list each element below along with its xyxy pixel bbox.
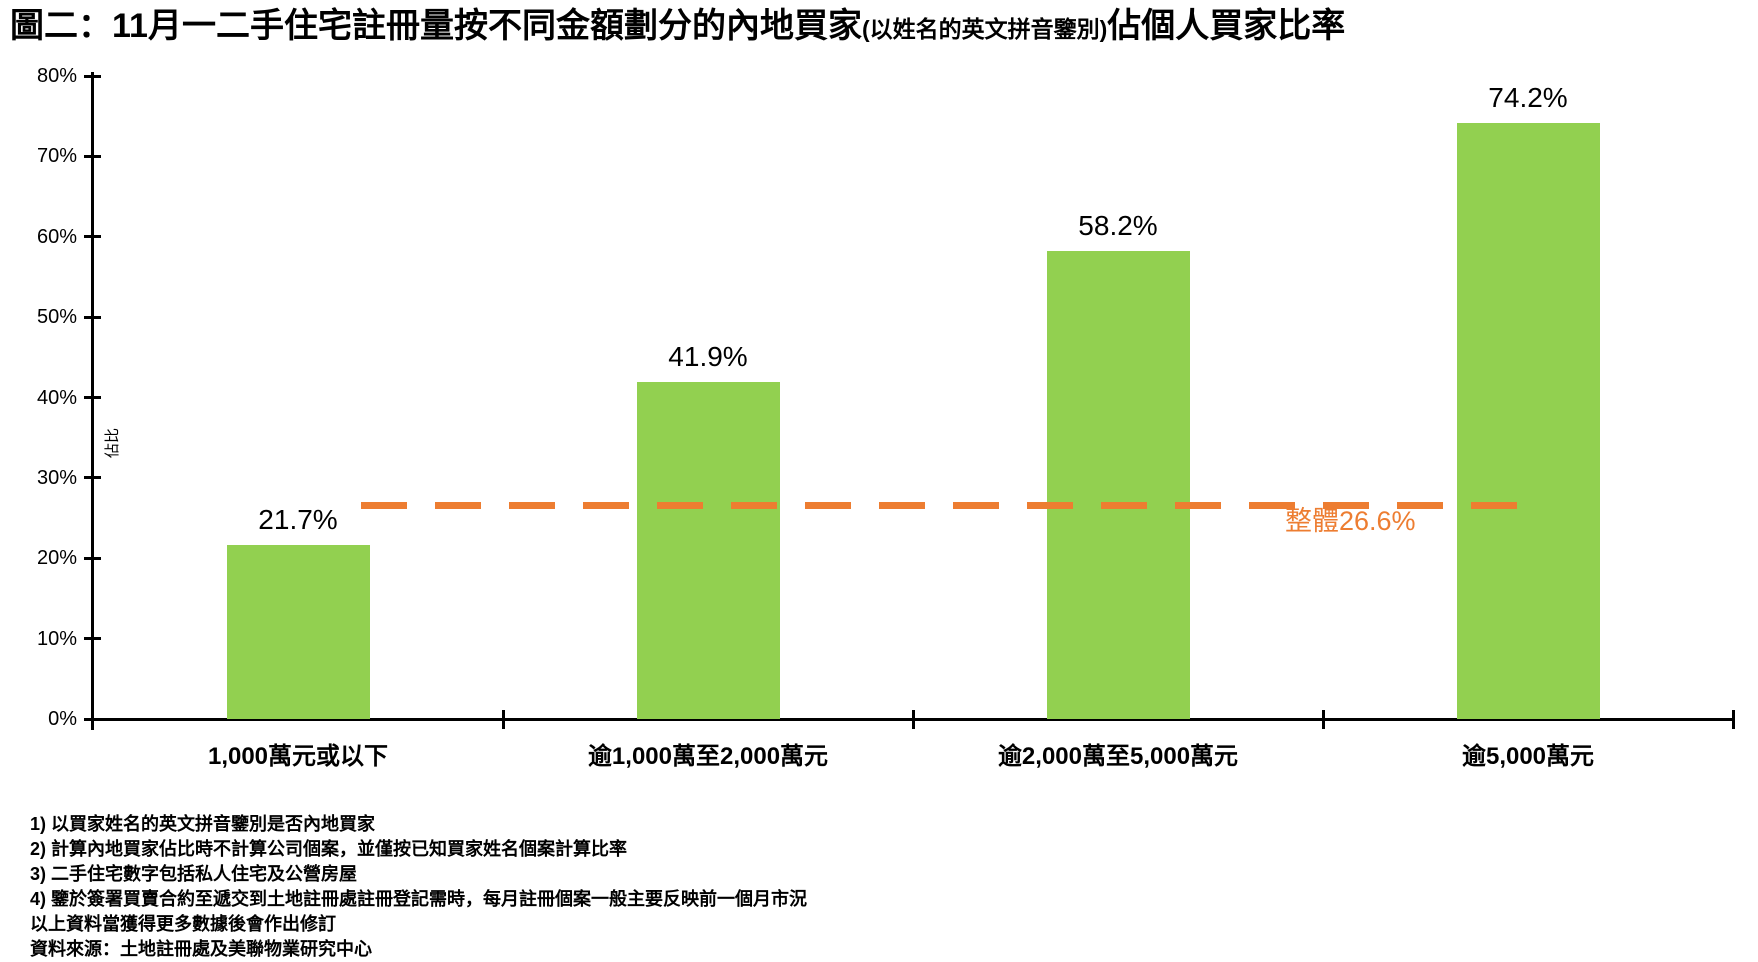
y-axis-tick: [84, 74, 101, 78]
x-axis-tick: [1731, 710, 1735, 729]
x-axis-category-label: 1,000萬元或以下: [207, 743, 389, 770]
bar-value-label: 21.7%: [258, 503, 338, 535]
y-axis-tick-label: 80%: [36, 65, 77, 87]
x-axis-category-label: 逾1,000萬至2,000萬元: [587, 743, 829, 770]
chart-title-main: 圖二：11月一二手住宅註冊量按不同金額劃分的內地買家: [10, 7, 862, 45]
x-axis-category-label: 逾2,000萬至5,000萬元: [997, 743, 1239, 770]
y-axis-tick: [84, 717, 101, 721]
bar-value-label: 58.2%: [1078, 210, 1158, 242]
x-axis-category-label: 逾5,000萬元: [1461, 743, 1595, 770]
reference-line-label: 整體26.6%: [1285, 506, 1416, 537]
footnote-line: 2) 計算內地買家佔比時不計算公司個案，並僅按已知買家姓名個案計算比率: [30, 839, 628, 859]
footnote-line: 以上資料當獲得更多數據後會作出修訂: [30, 914, 336, 934]
y-axis-tick-label: 40%: [36, 386, 77, 409]
y-axis-title: 佔比: [104, 427, 121, 458]
y-axis-tick: [84, 154, 101, 158]
footnote-line: 資料來源：土地註冊處及美聯物業研究中心: [30, 939, 372, 959]
y-axis-tick: [84, 235, 101, 239]
bar: [1456, 122, 1600, 719]
y-axis-tick-label: 30%: [36, 466, 77, 489]
bar-value-label: 41.9%: [668, 341, 748, 373]
x-axis-tick: [1321, 710, 1325, 729]
bar: [1046, 251, 1190, 719]
footnote-line: 4) 鑒於簽署買賣合約至遞交到土地註冊處註冊登記需時，每月註冊個案一般主要反映前…: [30, 889, 808, 909]
y-axis-tick: [84, 556, 101, 560]
chart-title-suffix: 佔個人買家比率: [1107, 7, 1346, 45]
bar-chart-plot-area: 佔比 0% 10% 20% 30% 40% 50% 60% 70% 80% 21.7% 1,000萬…: [37, 65, 1735, 770]
y-axis-tick-label: 50%: [36, 306, 77, 329]
reference-dashed-line: [361, 501, 1545, 509]
x-axis-tick: [911, 710, 915, 729]
chart-title: 圖二：11月一二手住宅註冊量按不同金額劃分的內地買家(以姓名的英文拼音鑒別)佔個…: [10, 2, 1345, 53]
y-axis-tick: [84, 476, 101, 480]
bar: [226, 544, 370, 719]
y-axis-tick: [84, 396, 101, 399]
y-axis-tick-label: 60%: [36, 225, 77, 248]
footnote-line: 3) 二手住宅數字包括私人住宅及公營房屋: [30, 864, 358, 884]
footnotes: 1) 以買家姓名的英文拼音鑒別是否內地買家 2) 計算內地買家佔比時不計算公司個案…: [30, 812, 807, 962]
y-axis-tick: [84, 637, 101, 641]
y-axis-tick-label: 10%: [36, 627, 77, 650]
y-axis-line: [91, 72, 94, 730]
bar: [636, 382, 780, 719]
chart-title-paren: (以姓名的英文拼音鑒別): [861, 16, 1108, 42]
y-axis-tick: [84, 315, 101, 319]
bar-value-label: 74.2%: [1488, 81, 1568, 113]
footnote-line: 1) 以買家姓名的英文拼音鑒別是否內地買家: [30, 814, 376, 834]
y-axis-tick-label: 0%: [48, 708, 77, 730]
x-axis-tick: [501, 710, 505, 729]
y-axis-tick-label: 20%: [36, 547, 77, 570]
y-axis-tick-label: 70%: [36, 145, 77, 168]
